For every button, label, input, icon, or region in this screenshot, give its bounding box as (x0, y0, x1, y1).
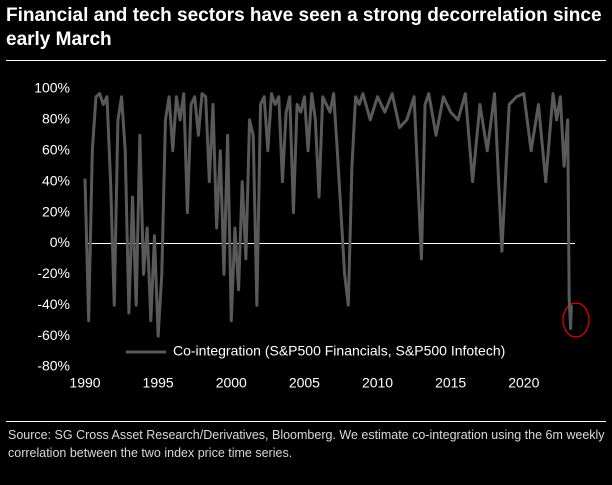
x-tick-label: 2000 (216, 375, 247, 391)
x-tick-label: 1990 (69, 375, 100, 391)
y-tick-label: -20% (37, 265, 70, 281)
separator (6, 421, 606, 422)
y-tick-label: -40% (37, 296, 70, 312)
y-tick-label: 80% (42, 111, 70, 127)
legend-background (120, 342, 560, 362)
y-tick-label: 40% (42, 172, 70, 188)
y-tick-label: -80% (37, 358, 70, 374)
highlight-circle (562, 302, 590, 338)
y-tick-label: 60% (42, 141, 70, 157)
y-tick-label: 0% (50, 234, 70, 250)
chart: -80% -60% -40% -20% 0% 20% 40% 60% 80% 100% 1990 19… (34, 80, 590, 391)
x-tick-label: 2010 (362, 375, 393, 391)
data-line (83, 92, 573, 338)
x-tick-label: 2015 (435, 375, 466, 391)
x-tick-label: 1995 (143, 375, 174, 391)
chart-title: Financial and tech sectors have seen a s… (6, 5, 602, 50)
x-tick-label: 2020 (508, 375, 539, 391)
legend-label: Co-integration (S&P500 Financials, S&P50… (173, 343, 505, 359)
source-note: Source: SG Cross Asset Research/Derivati… (8, 428, 605, 460)
x-tick-label: 2005 (289, 375, 320, 391)
y-tick-label: 20% (42, 203, 70, 219)
y-tick-label: 100% (34, 80, 70, 96)
y-tick-label: -60% (37, 327, 70, 343)
separator (6, 60, 606, 61)
